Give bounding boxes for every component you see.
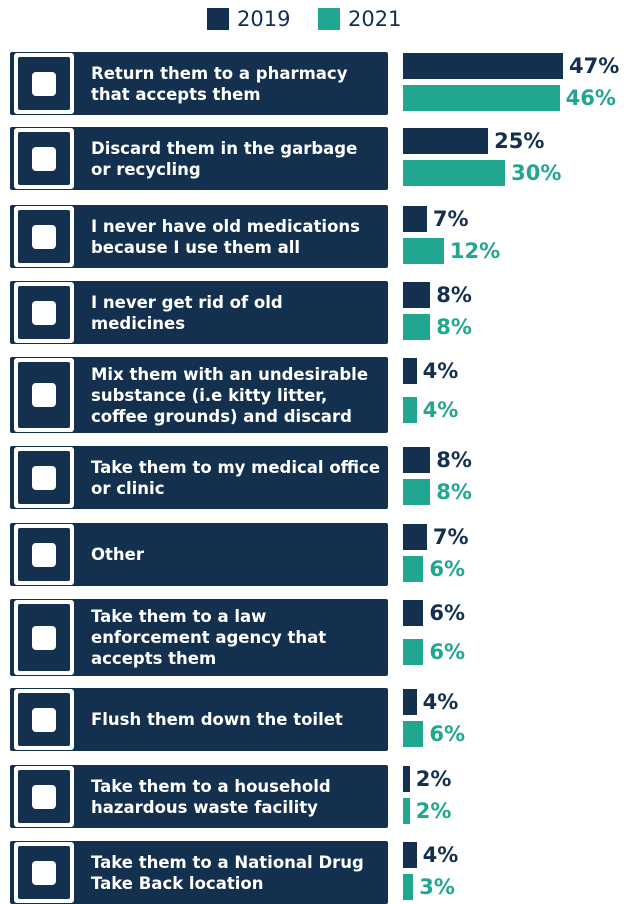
category-icon [14,53,74,114]
bar [403,600,424,626]
bar [403,128,489,154]
category-label: Return them to a pharmacy that accepts t… [91,63,348,104]
icon-frame [18,604,70,671]
category-label: I never have old medications because I u… [91,216,360,257]
category-icon [14,358,74,432]
icon-glyph [32,465,56,490]
category-icon [14,766,74,827]
icon-frame [18,286,70,339]
category-icon [14,206,74,267]
bar [403,479,431,505]
value-label: 12% [449,239,501,263]
bar [403,358,417,384]
bar [403,53,563,79]
value-label: 3% [419,875,455,899]
bar [403,556,424,582]
value-label: 2% [415,799,452,823]
icon-glyph [32,542,56,567]
value-label: 6% [429,640,466,664]
value-label: 8% [436,480,472,504]
category-label: Take them to a National Drug Take Back l… [91,852,364,893]
icon-glyph [32,300,56,325]
category-icon [14,447,74,508]
value-label: 6% [429,722,466,746]
bar [403,798,410,824]
icon-glyph [32,383,56,407]
icon-glyph [32,860,56,885]
value-label: 4% [422,843,459,867]
bar [403,524,427,550]
category-icon [14,282,74,343]
legend-label: 2021 [348,7,402,31]
icon-frame [18,846,70,899]
value-label: 4% [422,690,459,714]
category-label: Discard them in the garbage or recycling [91,138,358,179]
legend-swatch [318,8,340,30]
bar [403,721,424,747]
icon-frame [18,528,70,581]
icon-frame [18,770,70,823]
icon-frame [18,57,70,110]
icon-glyph [32,146,56,171]
category-label: Mix them with an undesirable substance (… [91,364,369,426]
icon-frame [18,210,70,263]
category-label: Take them to a law enforcement agency th… [91,607,327,668]
value-label: 46% [565,86,616,110]
value-label: 6% [429,601,466,625]
bar [403,842,417,868]
icon-frame [18,362,70,428]
bar [403,160,506,186]
legend-label: 2019 [237,7,291,31]
value-label: 8% [436,448,472,472]
value-label: 8% [436,315,472,339]
bar [403,766,410,792]
bar [403,689,417,715]
icon-glyph [32,71,56,96]
value-label: 4% [422,359,459,383]
icon-glyph [32,707,56,732]
value-label: 7% [432,207,469,231]
value-label: 2% [415,767,452,791]
icon-frame [18,132,70,185]
icon-frame [18,451,70,504]
icon-glyph [32,625,56,650]
category-label: Take them to my medical office or clinic [91,457,381,498]
category-label: Other [91,545,144,564]
legend-swatch [207,8,229,30]
value-label: 47% [569,54,620,78]
category-icon [14,842,74,903]
category-icon [14,524,74,585]
category-icon [14,128,74,189]
bar [403,396,417,423]
value-label: 25% [494,129,545,153]
bar [403,639,424,665]
category-label: I never get rid of old medicines [91,292,283,333]
category-icon [14,689,74,750]
bar [403,282,431,308]
bar [403,238,444,264]
bar [403,874,414,900]
value-label: 6% [429,557,466,581]
category-label: Take them to a household hazardous waste… [91,776,331,817]
bar [403,206,427,232]
bar [403,447,431,473]
icon-frame [18,693,70,746]
category-icon [14,600,74,675]
value-label: 8% [436,283,472,307]
bar [403,85,560,111]
icon-glyph [32,224,56,249]
value-label: 7% [432,525,469,549]
icon-glyph [32,784,56,809]
value-label: 30% [511,161,562,185]
category-label: Flush them down the toilet [91,710,343,729]
bar [403,314,431,340]
value-label: 4% [422,397,459,422]
